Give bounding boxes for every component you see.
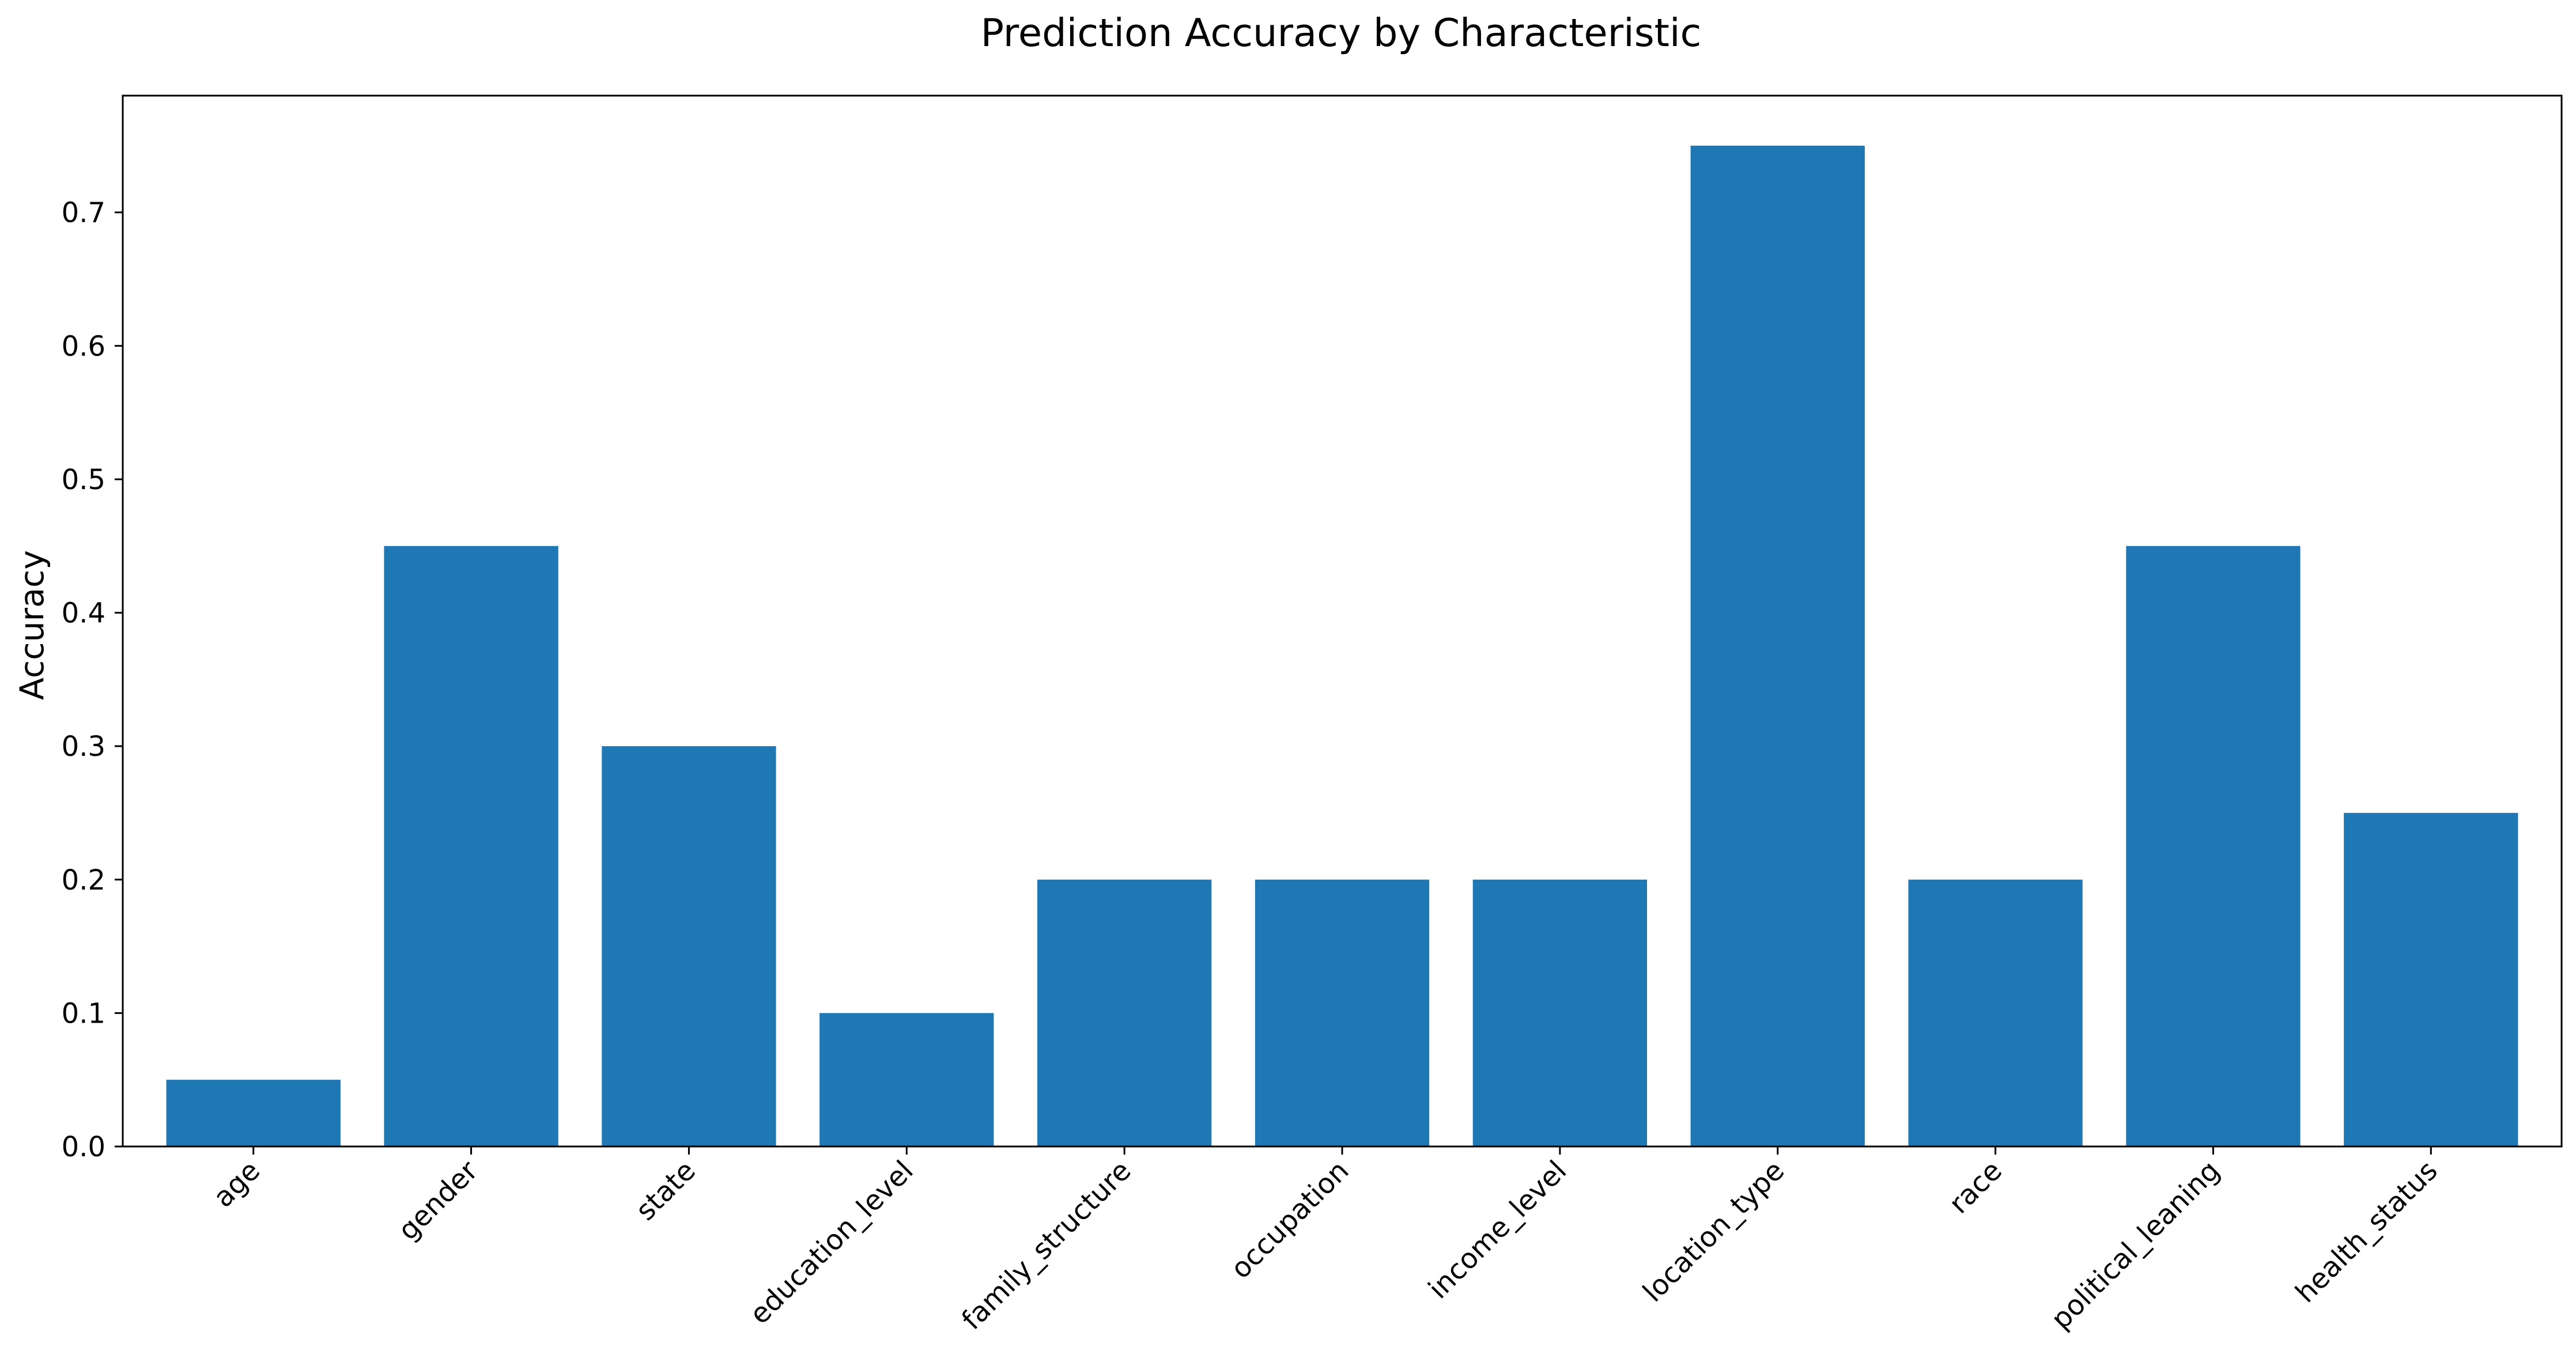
bar-age <box>166 1080 341 1146</box>
bars-group <box>166 145 2518 1146</box>
y-tick-label: 0.0 <box>62 1131 105 1163</box>
y-tick-label: 0.5 <box>62 464 105 496</box>
bar-gender <box>384 546 558 1146</box>
x-tick-label: education_level <box>743 1155 920 1331</box>
bar-state <box>602 746 776 1146</box>
y-axis-label: Accuracy <box>13 550 51 700</box>
x-tick-label: gender <box>392 1155 484 1247</box>
x-tick-label: race <box>1943 1155 2008 1220</box>
y-tick-label: 0.7 <box>62 197 105 229</box>
y-tick-label: 0.1 <box>62 997 105 1030</box>
bar-location_type <box>1690 145 1865 1146</box>
bar-occupation <box>1255 879 1430 1146</box>
bar-health_status <box>2344 812 2518 1146</box>
bar-education_level <box>819 1013 994 1146</box>
y-tick-label: 0.3 <box>62 731 105 763</box>
bar-family_structure <box>1037 879 1212 1146</box>
y-tick-label: 0.2 <box>62 864 105 896</box>
y-axis-ticks: 0.0 0.1 0.2 0.3 0.4 0.5 0.6 0.7 <box>62 197 123 1163</box>
x-tick-label: occupation <box>1225 1155 1355 1285</box>
x-tick-label: age <box>207 1155 266 1214</box>
chart-title: Prediction Accuracy by Characteristic <box>981 10 1702 55</box>
bar-income_level <box>1472 879 1647 1146</box>
x-tick-label: family_structure <box>955 1155 1137 1336</box>
x-tick-label: location_type <box>1637 1155 1791 1308</box>
x-tick-label: income_level <box>1422 1155 1573 1306</box>
y-tick-label: 0.6 <box>62 330 105 362</box>
x-axis-ticks: age gender state education_level family_stru… <box>207 1146 2444 1336</box>
x-tick-label: health_status <box>2289 1155 2443 1309</box>
bar-political_leaning <box>2126 546 2301 1146</box>
y-tick-label: 0.4 <box>62 597 105 630</box>
x-tick-label: state <box>629 1155 702 1227</box>
bar-race <box>1908 879 2083 1146</box>
x-tick-label: political_leaning <box>2045 1155 2226 1335</box>
